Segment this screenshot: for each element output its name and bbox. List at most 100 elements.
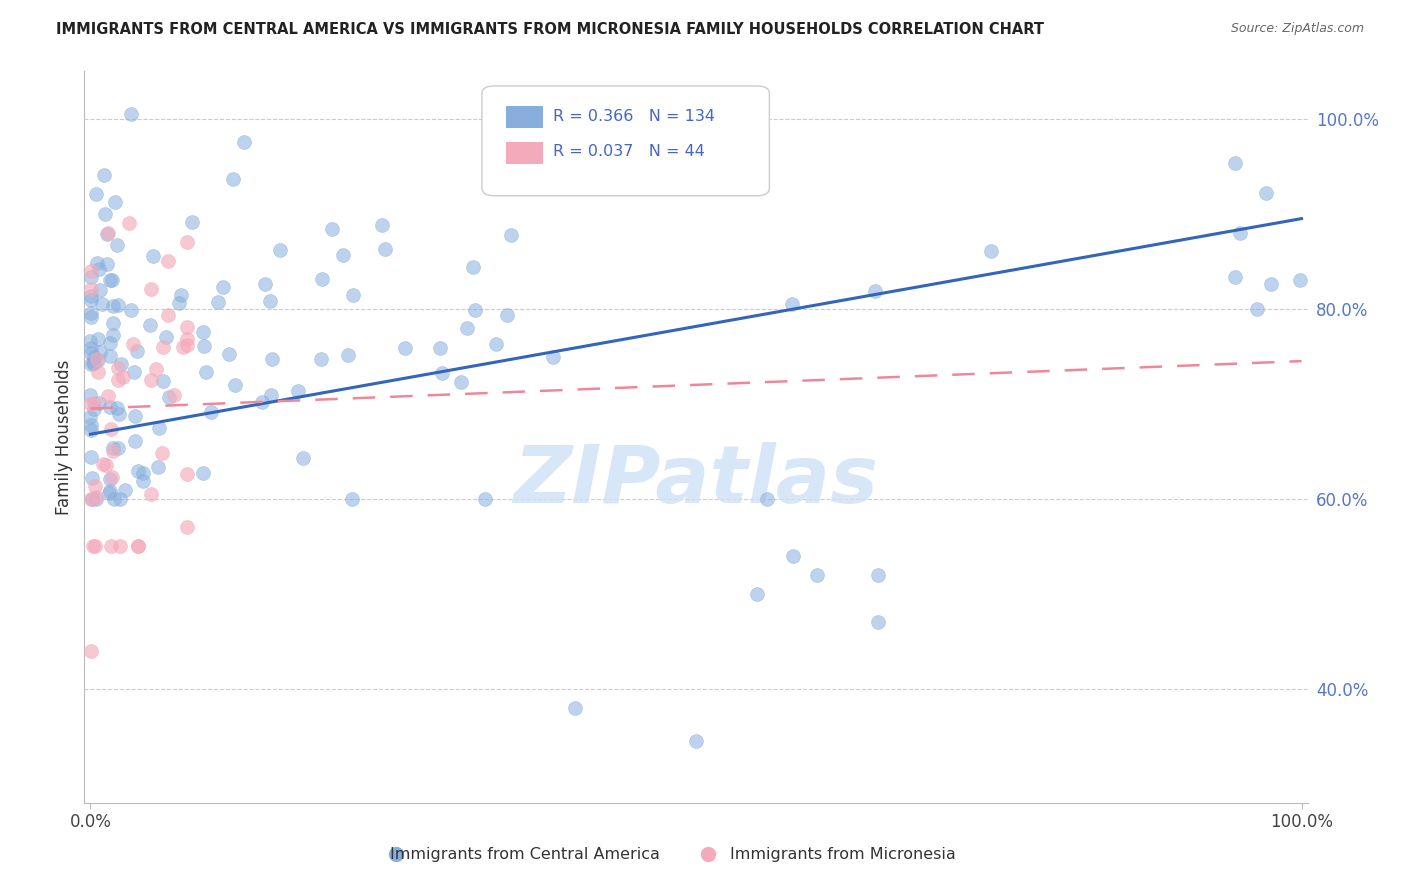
- Point: [94, 207, 117, 221]
- Text: R = 0.366   N = 134: R = 0.366 N = 134: [553, 109, 714, 124]
- Point: [87, 396, 110, 410]
- Point: [79, 269, 101, 284]
- Point: [101, 273, 124, 287]
- Y-axis label: Family Households: Family Households: [55, 359, 73, 515]
- Point: [91, 457, 114, 471]
- Point: [96, 227, 118, 241]
- Point: [108, 407, 131, 421]
- Point: [79, 450, 101, 464]
- Point: [269, 243, 291, 257]
- Point: [80, 491, 103, 506]
- Point: [101, 328, 124, 343]
- Point: [98, 336, 121, 351]
- Point: [311, 271, 333, 285]
- Point: [83, 356, 105, 370]
- Point: [103, 443, 125, 458]
- Point: [1223, 269, 1246, 284]
- Point: [97, 389, 120, 403]
- Point: [141, 487, 163, 501]
- Point: [1289, 273, 1312, 287]
- Point: [79, 388, 101, 402]
- Text: Immigrants from Central America: Immigrants from Central America: [389, 847, 659, 862]
- Point: [172, 340, 194, 354]
- Point: [146, 459, 169, 474]
- Text: Source: ZipAtlas.com: Source: ZipAtlas.com: [1230, 22, 1364, 36]
- Point: [287, 384, 309, 398]
- Point: [79, 293, 101, 307]
- Point: [141, 373, 163, 387]
- Point: [100, 349, 122, 363]
- Point: [212, 279, 235, 293]
- Point: [127, 539, 149, 553]
- Point: [207, 294, 229, 309]
- Point: [79, 644, 101, 658]
- Point: [112, 369, 135, 384]
- Point: [685, 734, 707, 748]
- Point: [122, 365, 145, 379]
- Point: [90, 297, 112, 311]
- Point: [79, 396, 101, 410]
- Point: [340, 491, 363, 506]
- Point: [259, 293, 281, 308]
- Text: Immigrants from Micronesia: Immigrants from Micronesia: [730, 847, 956, 862]
- Text: ZIPatlas: ZIPatlas: [513, 442, 879, 520]
- Point: [374, 243, 396, 257]
- Point: [83, 396, 105, 410]
- Point: [806, 567, 828, 582]
- Point: [152, 374, 174, 388]
- Point: [84, 491, 107, 506]
- Point: [107, 298, 129, 312]
- Point: [139, 281, 162, 295]
- Point: [98, 273, 121, 287]
- Point: [193, 339, 215, 353]
- FancyBboxPatch shape: [506, 106, 543, 128]
- Point: [429, 341, 451, 355]
- Point: [176, 467, 198, 482]
- Point: [97, 226, 120, 240]
- Point: [98, 400, 121, 414]
- Point: [84, 539, 107, 553]
- Point: [97, 485, 120, 500]
- Point: [176, 235, 198, 250]
- Point: [332, 248, 354, 262]
- Point: [86, 351, 108, 366]
- Point: [127, 539, 149, 553]
- Text: R = 0.037   N = 44: R = 0.037 N = 44: [553, 145, 704, 160]
- Point: [145, 361, 167, 376]
- Point: [496, 308, 519, 322]
- Point: [342, 287, 364, 301]
- Point: [80, 423, 103, 437]
- Point: [93, 168, 115, 182]
- Point: [717, 105, 740, 120]
- Point: [80, 289, 103, 303]
- Point: [157, 308, 180, 322]
- Point: [321, 222, 343, 236]
- Point: [114, 483, 136, 497]
- Point: [782, 549, 804, 563]
- Point: [474, 491, 496, 506]
- Point: [370, 219, 392, 233]
- Point: [110, 539, 132, 553]
- Point: [89, 283, 111, 297]
- Point: [100, 539, 122, 553]
- Point: [101, 316, 124, 330]
- Point: [337, 348, 360, 362]
- Point: [121, 337, 143, 351]
- Point: [866, 615, 889, 630]
- Point: [162, 388, 184, 402]
- Point: [103, 491, 125, 506]
- Point: [157, 390, 180, 404]
- Point: [105, 238, 128, 252]
- Point: [101, 469, 124, 483]
- Point: [94, 458, 117, 472]
- Point: [124, 409, 146, 424]
- Point: [80, 310, 103, 325]
- Point: [1246, 301, 1268, 316]
- Point: [464, 302, 486, 317]
- Point: [110, 357, 132, 371]
- Point: [80, 306, 103, 320]
- Point: [107, 373, 129, 387]
- Point: [117, 216, 139, 230]
- Point: [155, 330, 177, 344]
- Point: [152, 340, 174, 354]
